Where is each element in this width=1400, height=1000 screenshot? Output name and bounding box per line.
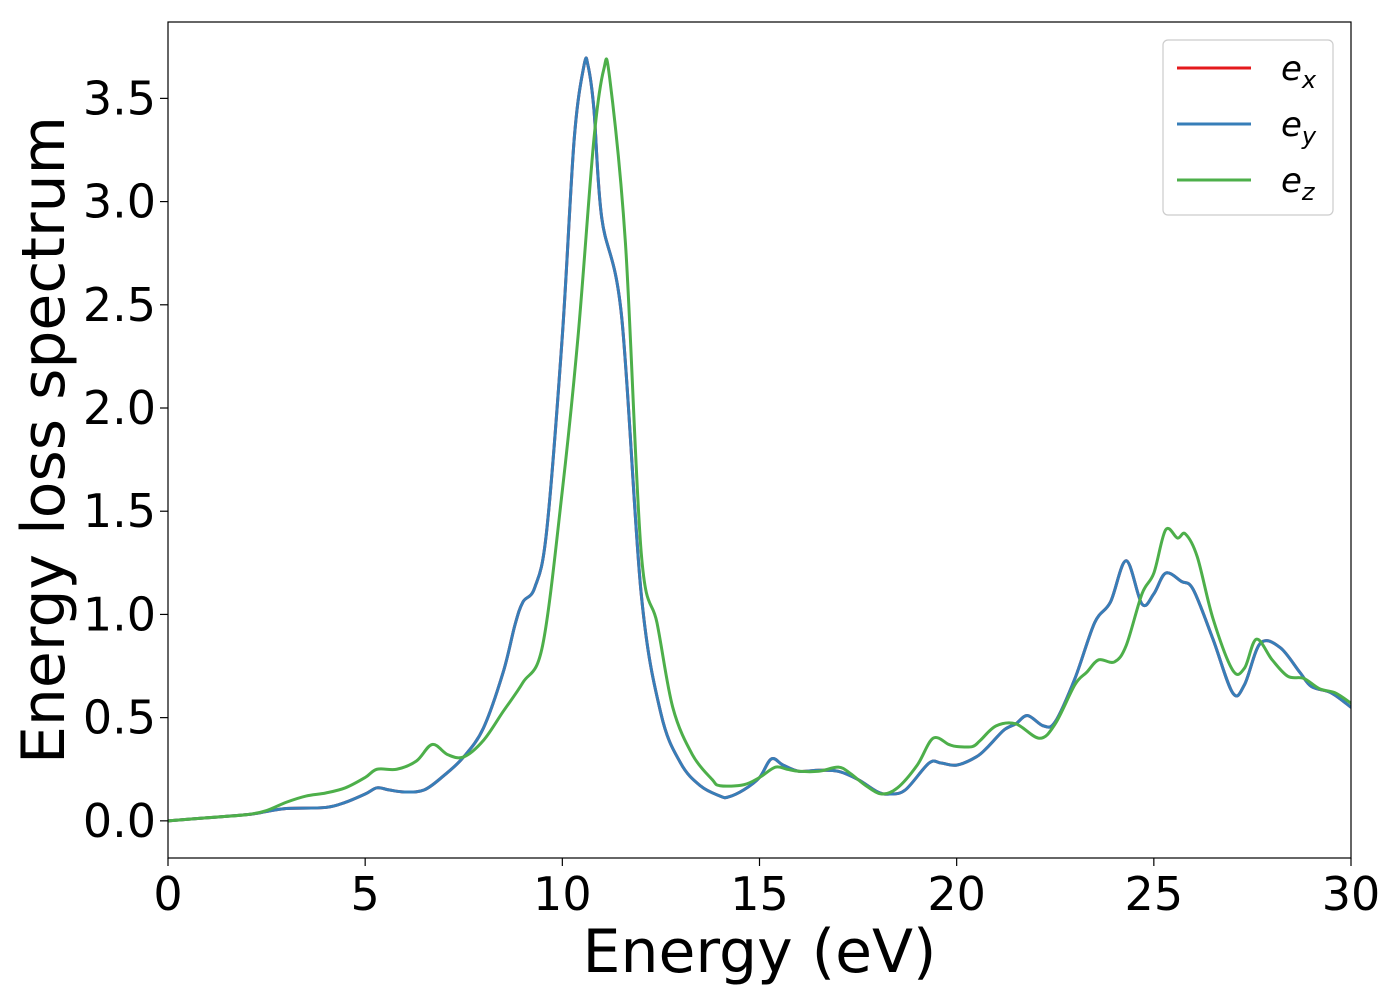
x-tick-label: 20: [927, 867, 986, 921]
y-tick-label: 2.5: [83, 278, 156, 332]
x-tick-label: 10: [533, 867, 592, 921]
y-axis-title: Energy loss spectrum: [9, 116, 79, 764]
legend-label-z: ez: [1281, 161, 1316, 206]
legend-label-y: ey: [1281, 105, 1317, 150]
plot-lines: [168, 56, 1351, 823]
x-tick-label: 30: [1322, 867, 1381, 921]
x-axis: 0 5 10 15 20 25 30: [153, 858, 1380, 921]
legend: ex ey ez: [1162, 39, 1334, 216]
y-tick-label: 1.0: [83, 587, 156, 641]
y-tick-label: 1.5: [83, 484, 156, 538]
x-tick-label: 25: [1125, 867, 1184, 921]
y-tick-label: 3.5: [83, 71, 156, 125]
legend-label-x: ex: [1281, 49, 1317, 94]
x-axis-title: Energy (eV): [583, 917, 937, 987]
x-tick-label: 5: [351, 867, 380, 921]
y-tick-label: 2.0: [83, 381, 156, 435]
x-tick-label: 15: [730, 867, 789, 921]
y-tick-label: 3.0: [83, 175, 156, 229]
legend-box: [1162, 39, 1334, 216]
x-tick-label: 0: [153, 867, 182, 921]
y-tick-label: 0.5: [83, 691, 156, 745]
y-axis: 0.0 0.5 1.0 1.5 2.0 2.5 3.0 3.5: [83, 71, 168, 848]
y-tick-label: 0.0: [83, 794, 156, 848]
series-line-z: [168, 57, 1351, 823]
